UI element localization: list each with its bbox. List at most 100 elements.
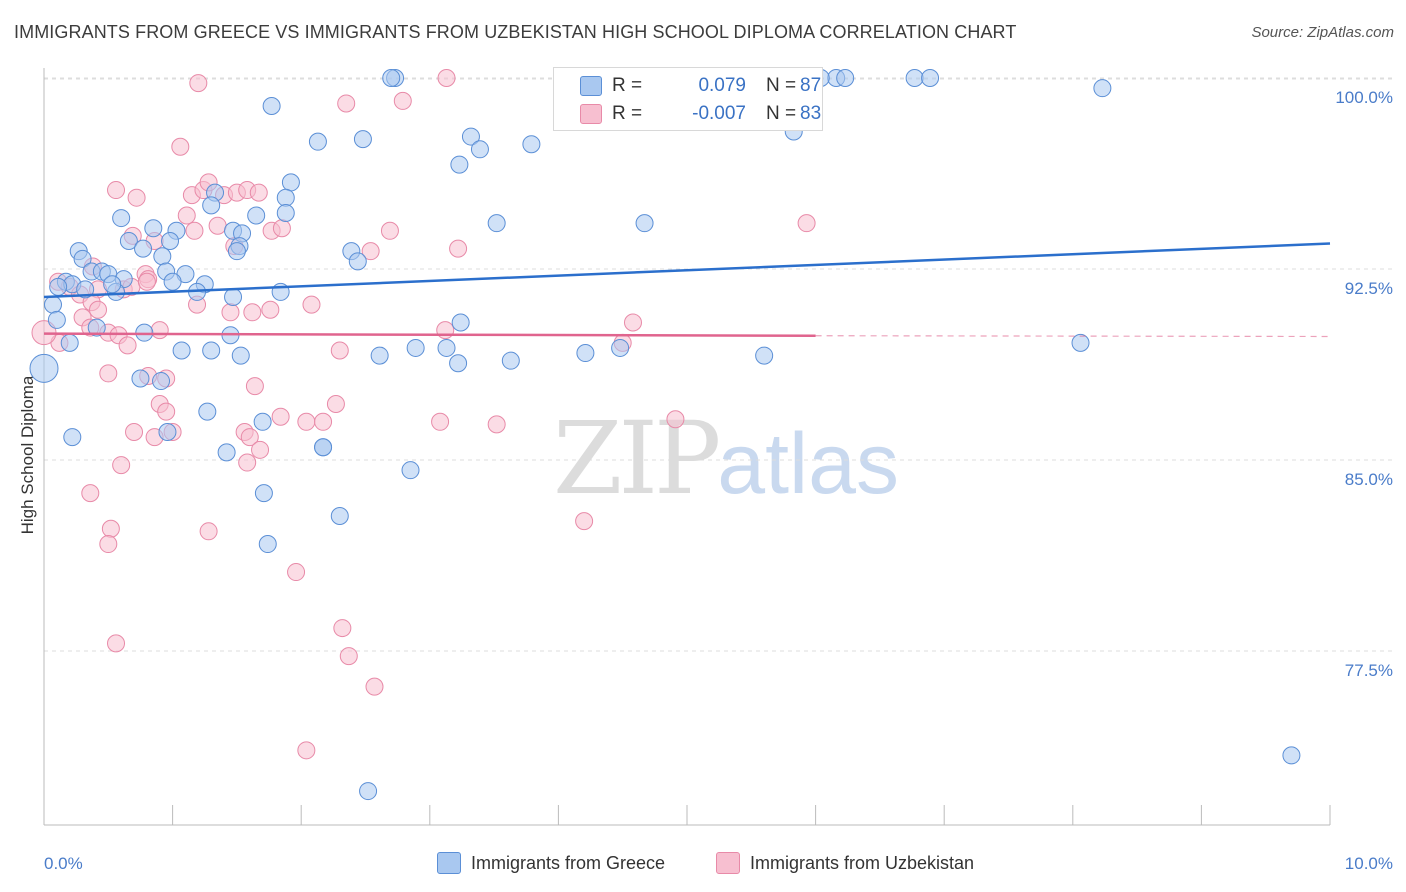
uzbekistan-point <box>157 402 176 421</box>
legend-n-label: N = <box>766 75 797 96</box>
uzbekistan-trend-extension <box>815 335 1331 338</box>
greece-point <box>406 338 425 357</box>
greece-point <box>501 351 520 370</box>
uzbekistan-point <box>177 206 196 225</box>
uzbekistan-point <box>243 303 262 322</box>
greece-point <box>103 275 122 294</box>
greece-point <box>134 239 153 258</box>
uzbekistan-point <box>107 634 126 653</box>
uzbekistan-point <box>365 677 384 696</box>
uzbekistan-point <box>437 69 456 87</box>
uzbekistan-trend-line <box>43 332 816 337</box>
x-tick-label: 10.0% <box>1345 854 1393 873</box>
legend-swatch-greece <box>580 76 602 96</box>
greece-point <box>836 69 855 87</box>
uzbekistan-point <box>666 410 685 429</box>
uzbekistan-point <box>107 181 126 200</box>
greece-point <box>1093 79 1112 98</box>
greece-point <box>254 484 273 503</box>
legend-n-label: N = <box>766 103 797 124</box>
greece-point <box>172 341 191 360</box>
uzbekistan-point <box>99 364 118 383</box>
greece-point <box>258 535 277 554</box>
uzbekistan-point <box>449 239 468 258</box>
greece-point <box>158 422 177 441</box>
greece-point <box>276 203 295 222</box>
uzbekistan-point <box>431 412 450 431</box>
uzbekistan-point <box>127 188 146 207</box>
greece-point <box>1282 746 1301 765</box>
y-tick-label: 92.5% <box>1345 279 1393 298</box>
greece-point <box>29 353 59 383</box>
greece-point <box>73 249 92 268</box>
uzbekistan-point <box>380 221 399 240</box>
series-legend: Immigrants from Greece Immigrants from U… <box>0 852 1406 878</box>
uzbekistan-point <box>330 341 349 360</box>
source-label: Source: ZipAtlas.com <box>1251 24 1394 41</box>
uzbekistan-point <box>125 422 144 441</box>
uzbekistan-point <box>101 519 120 538</box>
uzbekistan-point <box>361 242 380 261</box>
greece-point <box>63 428 82 447</box>
legend-swatch-uzbekistan <box>716 852 740 874</box>
uzbekistan-point <box>189 74 208 93</box>
greece-trend-line <box>43 242 1331 299</box>
greece-point <box>370 346 389 365</box>
greece-point <box>224 288 243 307</box>
legend-r-value: -0.007 <box>692 103 746 124</box>
greece-point <box>1071 333 1090 352</box>
greece-point <box>247 206 266 225</box>
greece-point <box>112 209 131 228</box>
greece-point <box>119 231 138 250</box>
greece-point <box>921 69 940 87</box>
watermark-atlas: atlas <box>717 416 899 512</box>
legend-r-label: R = <box>612 103 643 124</box>
greece-point <box>60 333 79 352</box>
uzbekistan-point <box>208 216 227 235</box>
uzbekistan-point <box>185 221 204 240</box>
uzbekistan-point <box>287 563 306 582</box>
uzbekistan-point <box>137 272 156 291</box>
greece-point <box>308 132 327 151</box>
uzbekistan-point <box>199 522 218 541</box>
greece-point <box>153 247 172 266</box>
greece-point <box>635 214 654 233</box>
uzbekistan-point <box>171 137 190 156</box>
uzbekistan-point <box>271 407 290 426</box>
legend-r-value: 0.079 <box>698 75 746 96</box>
uzbekistan-point <box>487 415 506 434</box>
legend-label-uzbekistan: Immigrants from Uzbekistan <box>750 852 975 873</box>
greece-point <box>152 372 171 391</box>
uzbekistan-point <box>623 313 642 332</box>
greece-point <box>47 310 66 329</box>
greece-point <box>135 323 154 342</box>
uzbekistan-point <box>314 412 333 431</box>
greece-point <box>163 272 182 291</box>
greece-point <box>450 155 469 174</box>
uzbekistan-point <box>797 214 816 233</box>
uzbekistan-point <box>89 300 108 319</box>
stats-legend: R = 0.079 N = 87 R = -0.007 N = 83 <box>553 67 823 131</box>
greece-point <box>314 438 333 457</box>
uzbekistan-point <box>337 94 356 113</box>
greece-point <box>76 280 95 299</box>
uzbekistan-point <box>238 453 257 472</box>
greece-point <box>905 69 924 87</box>
uzbekistan-point <box>272 219 291 238</box>
greece-point <box>461 127 480 146</box>
greece-point <box>49 277 68 296</box>
greece-point <box>470 140 489 159</box>
greece-point <box>437 338 456 357</box>
uzbekistan-point <box>339 647 358 666</box>
uzbekistan-point <box>436 321 455 340</box>
greece-point <box>161 231 180 250</box>
legend-r-label: R = <box>612 75 643 96</box>
greece-point <box>87 318 106 337</box>
legend-n-value: 83 <box>800 103 822 124</box>
y-tick-label: 77.5% <box>1345 661 1393 680</box>
uzbekistan-point <box>302 295 321 314</box>
uzbekistan-point <box>333 619 352 638</box>
greece-point <box>353 130 372 149</box>
greece-point <box>202 196 221 215</box>
watermark-zip: ZIP <box>553 400 721 517</box>
